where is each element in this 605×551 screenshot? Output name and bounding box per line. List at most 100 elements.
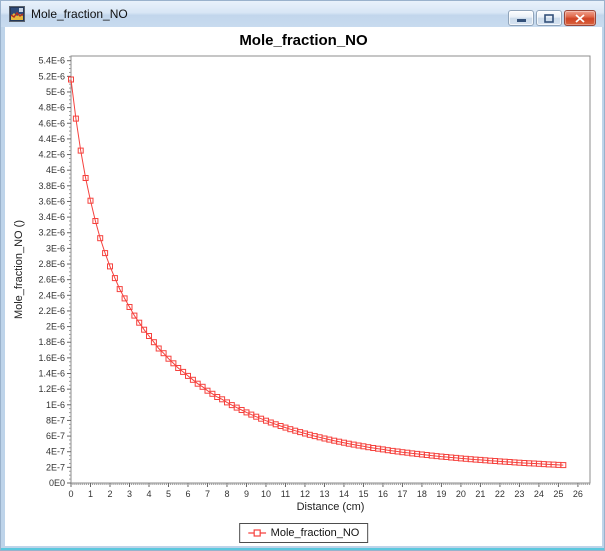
- y-tick-label: 5E-6: [46, 87, 65, 97]
- y-tick-label: 2E-7: [46, 462, 65, 472]
- y-tick-label: 4E-6: [46, 165, 65, 175]
- x-tick-label: 12: [300, 489, 310, 499]
- data-point-marker: [194, 380, 201, 387]
- data-point-marker: [102, 250, 109, 257]
- x-tick-label: 19: [436, 489, 446, 499]
- data-point-marker: [175, 365, 182, 371]
- data-point-marker: [189, 376, 196, 383]
- y-tick-label: 4.4E-6: [38, 134, 65, 144]
- legend-series-marker-icon: [247, 529, 266, 537]
- x-tick-label: 24: [534, 489, 544, 499]
- window-bottom-edge: [1, 548, 604, 550]
- x-tick-label: 7: [205, 489, 210, 499]
- minimize-icon: [516, 19, 526, 22]
- legend[interactable]: Mole_fraction_NO: [238, 523, 369, 543]
- window-titlebar[interactable]: Mole_fraction_NO: [1, 1, 604, 27]
- data-point-marker: [116, 286, 123, 293]
- data-point-marker: [97, 235, 104, 242]
- x-tick-label: 9: [244, 489, 249, 499]
- chart-title: Mole_fraction_NO: [239, 32, 368, 49]
- series-line: [70, 79, 564, 466]
- data-point-marker: [165, 355, 172, 362]
- maximize-button[interactable]: [536, 10, 562, 26]
- x-tick-label: 26: [573, 489, 583, 499]
- data-point-marker: [68, 76, 74, 83]
- data-point-marker: [150, 339, 157, 346]
- data-point-marker: [77, 147, 84, 154]
- legend-label: Mole_fraction_NO: [270, 527, 360, 539]
- data-point-marker: [180, 368, 187, 375]
- data-point-marker: [87, 197, 94, 204]
- plot-border: [70, 55, 591, 484]
- x-tick-label: 5: [166, 489, 171, 499]
- y-tick-label: 8E-7: [46, 415, 65, 425]
- y-tick-label: 4.2E-6: [38, 150, 65, 160]
- x-tick-label: 17: [397, 489, 407, 499]
- y-tick-label: 2E-6: [46, 322, 65, 332]
- y-tick-label: 1E-6: [46, 400, 65, 410]
- y-tick-label: 3E-6: [46, 243, 65, 253]
- plot-canvas[interactable]: 0 1 2 3 4 5 6 7 8 9 10 11 12 13 14 15 16 17 18 19 20 21 22 23 24…: [5, 27, 602, 546]
- y-tick-label: 4.8E-6: [38, 103, 65, 113]
- minimize-button[interactable]: [508, 10, 534, 26]
- x-tick-label: 23: [514, 489, 524, 499]
- maximize-icon: [544, 13, 554, 23]
- x-tick-label: 10: [261, 489, 271, 499]
- x-tick-label: 13: [319, 489, 329, 499]
- y-tick-label: 3.4E-6: [38, 212, 65, 222]
- y-tick-label: 1.2E-6: [38, 384, 65, 394]
- y-tick-label: 4E-7: [46, 447, 65, 457]
- x-tick-label: 1: [88, 489, 93, 499]
- y-tick-label: 3.2E-6: [38, 228, 65, 238]
- x-tick-label: 2: [107, 489, 112, 499]
- y-tick-label: 2.8E-6: [38, 259, 65, 269]
- y-tick-label: 5.2E-6: [38, 71, 65, 81]
- x-tick-label: 15: [358, 489, 368, 499]
- data-point-marker: [72, 115, 79, 122]
- data-point-marker: [92, 218, 99, 224]
- x-tick-label: 3: [127, 489, 132, 499]
- data-point-marker: [204, 387, 211, 394]
- data-point-marker: [199, 383, 206, 390]
- x-tick-label: 14: [339, 489, 349, 499]
- y-tick-label: 2.2E-6: [38, 306, 65, 316]
- x-tick-label: 20: [456, 489, 466, 499]
- data-point-marker: [111, 275, 118, 282]
- y-tick-label: 2.4E-6: [38, 290, 65, 300]
- data-point-marker: [185, 372, 191, 379]
- x-tick-label: 25: [553, 489, 563, 499]
- data-point-marker: [146, 333, 152, 339]
- data-point-marker: [107, 263, 113, 270]
- x-tick-label: 21: [475, 489, 485, 499]
- chart-panel: Mole_fraction_NO 0 1 2 3 4 5 6 7 8 9 10 11 12 13 14 15 1…: [5, 27, 602, 546]
- data-point-marker: [219, 396, 226, 403]
- data-point-marker: [136, 319, 143, 326]
- x-tick-label: 16: [378, 489, 388, 499]
- data-point-marker: [126, 304, 133, 310]
- window-title: Mole_fraction_NO: [31, 7, 128, 21]
- close-button[interactable]: [564, 10, 596, 26]
- y-tick-label: 2.6E-6: [38, 275, 65, 285]
- y-tick-label: 6E-7: [46, 431, 65, 441]
- x-tick-label: 4: [146, 489, 151, 499]
- data-point-marker: [155, 345, 162, 352]
- y-tick-label: 4.6E-6: [38, 118, 65, 128]
- y-tick-label: 1.8E-6: [38, 337, 65, 347]
- x-tick-label: 18: [417, 489, 427, 499]
- data-point-marker: [160, 350, 167, 357]
- y-tick-label: 1.4E-6: [38, 369, 65, 379]
- y-tick-label: 0E0: [49, 478, 65, 488]
- x-tick-label: 11: [281, 489, 290, 499]
- chart-thumbnail-icon: [9, 6, 25, 22]
- x-tick-label: 6: [185, 489, 190, 499]
- data-point-marker: [82, 175, 89, 181]
- data-point-marker: [121, 295, 128, 302]
- y-tick-label: 5.4E-6: [38, 56, 65, 66]
- x-tick-label: 22: [495, 489, 505, 499]
- data-point-marker: [209, 390, 216, 397]
- x-tick-label: 0: [68, 489, 73, 499]
- y-axis-title: Mole_fraction_NO (): [13, 219, 25, 320]
- x-axis-title: Distance (cm): [296, 501, 365, 513]
- x-tick-label: 8: [224, 489, 229, 499]
